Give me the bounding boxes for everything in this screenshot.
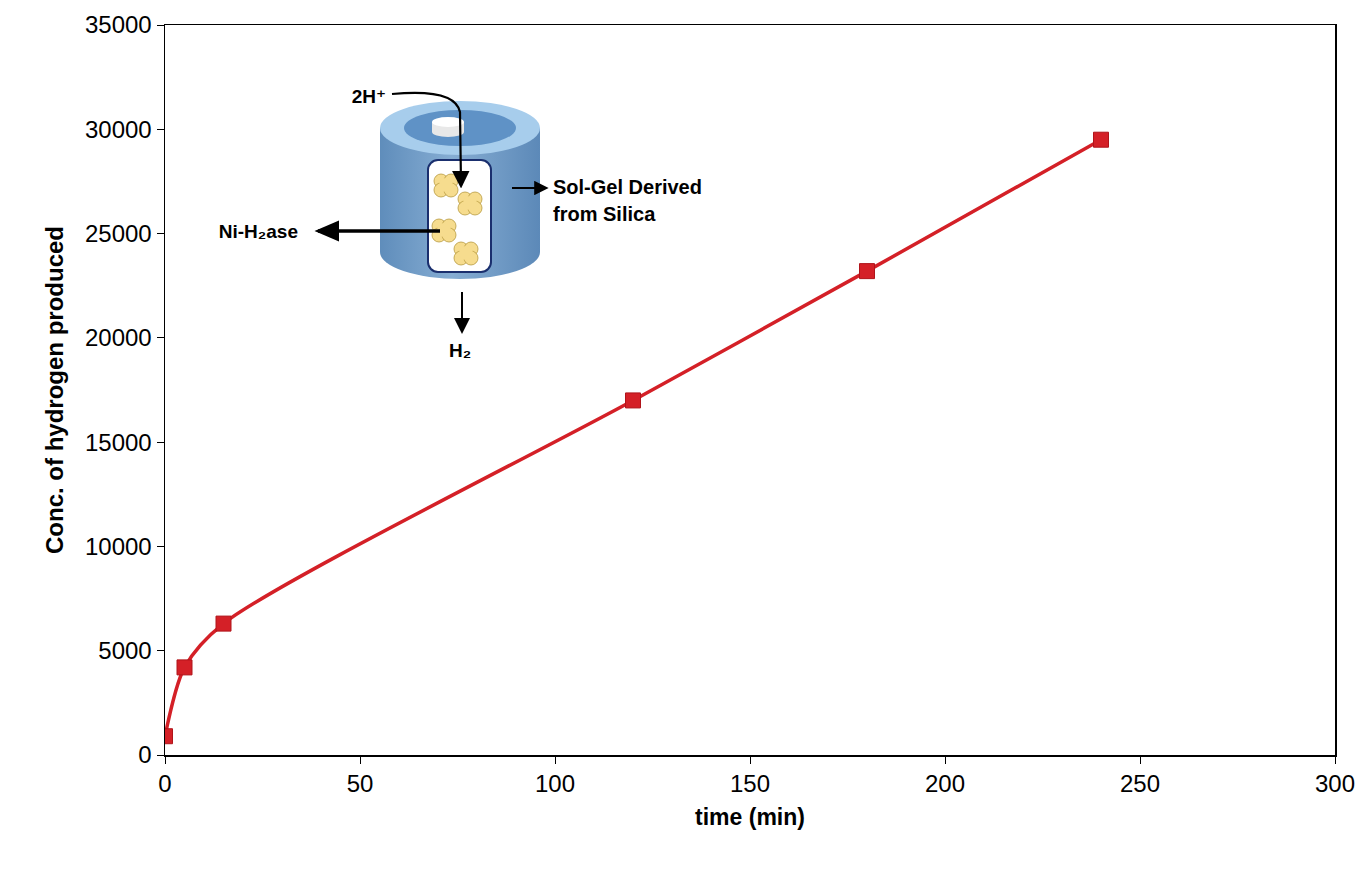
- svg-text:15000: 15000: [85, 429, 152, 456]
- svg-text:300: 300: [1315, 770, 1355, 797]
- svg-text:2H⁺: 2H⁺: [352, 86, 386, 107]
- svg-text:100: 100: [535, 770, 575, 797]
- svg-text:30000: 30000: [85, 116, 152, 143]
- svg-text:0: 0: [138, 741, 151, 768]
- svg-text:20000: 20000: [85, 324, 152, 351]
- svg-text:250: 250: [1120, 770, 1160, 797]
- svg-text:25000: 25000: [85, 220, 152, 247]
- svg-text:150: 150: [730, 770, 770, 797]
- svg-text:35000: 35000: [85, 11, 152, 38]
- svg-text:5000: 5000: [98, 637, 151, 664]
- svg-text:Sol-Gel Derived: Sol-Gel Derived: [553, 176, 702, 198]
- svg-text:50: 50: [347, 770, 374, 797]
- svg-text:10000: 10000: [85, 533, 152, 560]
- svg-text:Conc. of hydrogen produced: Conc. of hydrogen produced: [41, 226, 68, 554]
- svg-text:H₂: H₂: [449, 340, 471, 361]
- svg-text:Ni-H₂ase: Ni-H₂ase: [219, 221, 298, 242]
- svg-text:time (min): time (min): [695, 804, 805, 830]
- svg-text:from Silica: from Silica: [553, 203, 656, 225]
- svg-text:0: 0: [158, 770, 171, 797]
- svg-text:200: 200: [925, 770, 965, 797]
